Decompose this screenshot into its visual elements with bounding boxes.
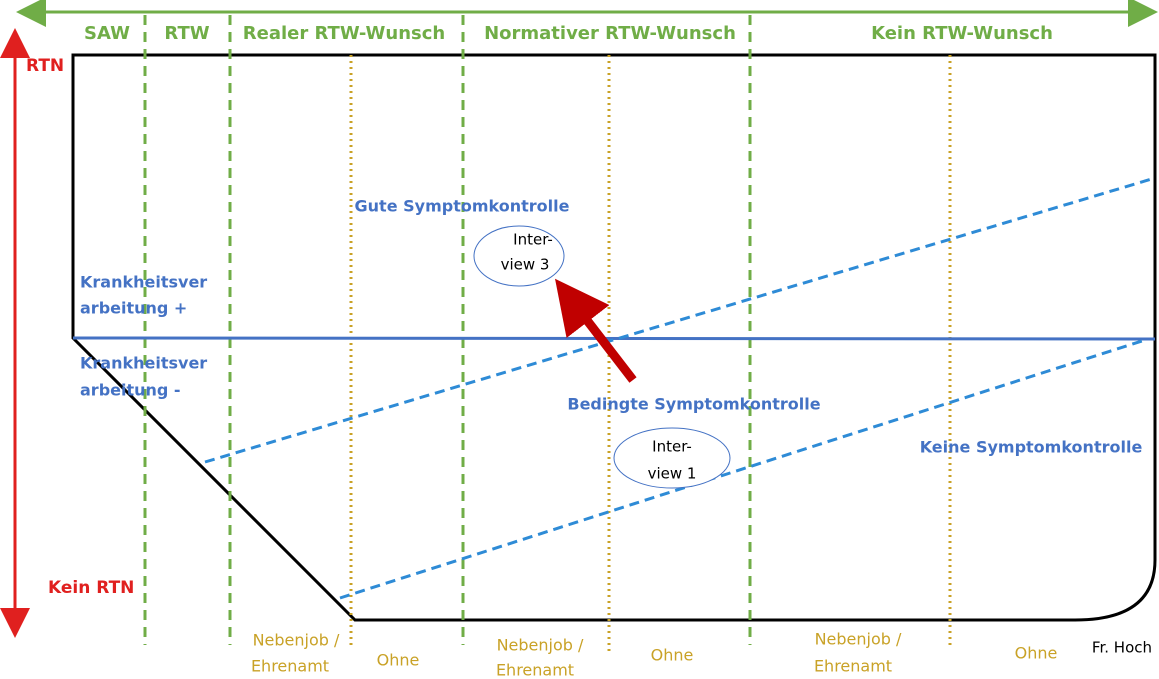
interview-label: Inter- bbox=[513, 231, 553, 249]
subcolumn-label: Nebenjob / bbox=[497, 636, 584, 655]
column-label: Kein RTW-Wunsch bbox=[871, 23, 1053, 44]
axis-top: RTN bbox=[26, 56, 64, 76]
interview-label: view 1 bbox=[648, 465, 697, 483]
midline bbox=[72, 336, 1156, 341]
subcolumn-label: Nebenjob / bbox=[253, 631, 340, 650]
zone-label: Gute Symptomkontrolle bbox=[355, 197, 570, 216]
region-label: Krankheitsver bbox=[80, 354, 207, 373]
zone-label: Bedingte Symptomkontrolle bbox=[567, 395, 820, 414]
subcolumn-label: Nebenjob / bbox=[815, 630, 902, 649]
subcolumn-label: Ohne bbox=[377, 651, 420, 670]
zone-label: Keine Symptomkontrolle bbox=[920, 438, 1143, 457]
subcolumn-label: Ohne bbox=[1015, 644, 1058, 663]
interview-ellipse bbox=[473, 225, 565, 287]
red-arrow bbox=[555, 278, 637, 383]
column-label: Normativer RTW-Wunsch bbox=[484, 23, 736, 44]
subcolumn-label: Ehrenamt bbox=[814, 657, 892, 676]
region-label: arbeitung + bbox=[80, 299, 187, 318]
interview-label: view 3 bbox=[501, 256, 550, 274]
interview-label: Inter- bbox=[652, 438, 692, 456]
column-label: SAW bbox=[84, 23, 130, 44]
interview-ellipse bbox=[613, 427, 731, 489]
column-label: Realer RTW-Wunsch bbox=[243, 23, 445, 44]
region-label: Krankheitsver bbox=[80, 273, 207, 292]
subcolumn-label: Ohne bbox=[651, 646, 694, 665]
subcolumn-label: Ehrenamt bbox=[251, 657, 329, 676]
upper-dashed bbox=[204, 176, 1156, 464]
column-dividers bbox=[143, 15, 752, 645]
subcolumn-dividers bbox=[349, 55, 952, 655]
axis-bottom: Kein RTN bbox=[48, 578, 134, 598]
frame bbox=[71, 53, 1157, 622]
region-label: arbeitung - bbox=[80, 381, 181, 400]
lower-dashed bbox=[339, 338, 1146, 600]
subcolumn-label: Ehrenamt bbox=[496, 661, 574, 679]
column-label: RTW bbox=[164, 23, 209, 44]
credit: Fr. Hoch bbox=[1092, 639, 1152, 657]
